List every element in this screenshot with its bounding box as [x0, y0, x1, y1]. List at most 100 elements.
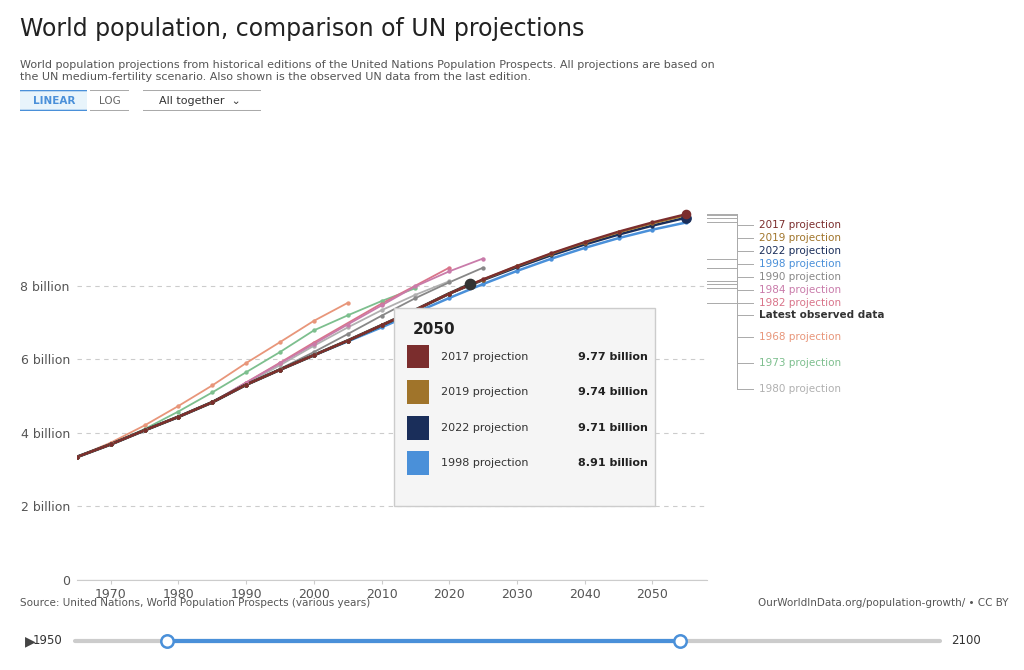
- Point: [271, 364, 288, 375]
- Text: World population projections from historical editions of the United Nations Popu: World population projections from histor…: [20, 60, 715, 70]
- Point: [204, 397, 220, 407]
- Point: [238, 379, 254, 389]
- FancyBboxPatch shape: [17, 90, 90, 111]
- Point: [271, 364, 288, 375]
- Point: [136, 425, 153, 436]
- Point: [408, 283, 424, 293]
- Point: [475, 275, 492, 285]
- Point: [305, 350, 322, 360]
- Point: [340, 335, 356, 346]
- Point: [238, 379, 254, 390]
- Point: [1, 472, 17, 483]
- Text: Source: United Nations, World Population Prospects (various years): Source: United Nations, World Population…: [20, 598, 371, 608]
- Point: [136, 425, 153, 436]
- Point: [238, 379, 254, 390]
- Point: [305, 350, 322, 360]
- Point: [305, 340, 322, 351]
- Point: [305, 325, 322, 336]
- Text: Our World: Our World: [922, 23, 984, 33]
- Point: [1, 472, 17, 483]
- Point: [35, 463, 51, 474]
- Text: 1982 projection: 1982 projection: [759, 297, 841, 308]
- Point: [678, 209, 694, 220]
- Point: [1, 472, 17, 483]
- Point: [644, 218, 660, 228]
- Point: [475, 274, 492, 285]
- Point: [136, 423, 153, 434]
- Point: [69, 452, 85, 462]
- Point: [441, 288, 458, 299]
- Point: [678, 209, 694, 220]
- Point: [102, 439, 119, 450]
- Point: [543, 249, 559, 259]
- Point: [1, 472, 17, 483]
- Point: [441, 288, 458, 299]
- Text: 2017 projection: 2017 projection: [759, 220, 841, 230]
- Point: [1, 472, 17, 483]
- Point: [374, 300, 390, 311]
- Point: [102, 439, 119, 450]
- Point: [305, 337, 322, 348]
- Point: [610, 227, 627, 238]
- Point: [271, 357, 288, 368]
- Point: [577, 239, 593, 250]
- Point: [374, 322, 390, 333]
- Point: [238, 358, 254, 369]
- Point: [678, 210, 694, 220]
- Point: [170, 406, 186, 417]
- Point: [340, 335, 356, 346]
- Point: [1, 472, 17, 483]
- Point: [374, 298, 390, 309]
- Point: [271, 346, 288, 357]
- Point: [69, 452, 85, 462]
- Point: [475, 274, 492, 285]
- Point: [408, 308, 424, 318]
- Point: [509, 261, 525, 271]
- Text: 1950: 1950: [33, 634, 62, 647]
- Point: [374, 320, 390, 331]
- FancyBboxPatch shape: [408, 381, 429, 404]
- Point: [102, 439, 119, 450]
- Point: [408, 293, 424, 304]
- Point: [374, 320, 390, 331]
- Point: [271, 360, 288, 371]
- Text: OurWorldInData.org/population-growth/ • CC BY: OurWorldInData.org/population-growth/ • …: [758, 598, 1009, 608]
- Point: [238, 379, 254, 390]
- Point: [441, 266, 458, 277]
- Point: [408, 305, 424, 316]
- Point: [170, 411, 186, 422]
- Point: [1, 472, 17, 483]
- Point: [159, 635, 175, 646]
- Point: [408, 305, 424, 316]
- Point: [305, 338, 322, 349]
- Point: [1, 472, 17, 483]
- Point: [374, 320, 390, 331]
- Point: [1, 472, 17, 483]
- Point: [69, 452, 85, 462]
- Point: [102, 439, 119, 450]
- Text: 2019 projection: 2019 projection: [759, 233, 841, 243]
- Text: in Data: in Data: [931, 41, 975, 51]
- Point: [340, 335, 356, 346]
- Point: [340, 310, 356, 321]
- Point: [543, 248, 559, 259]
- Point: [204, 397, 220, 407]
- Text: 2050: 2050: [413, 322, 455, 337]
- Point: [35, 463, 51, 474]
- Point: [238, 379, 254, 390]
- Point: [35, 463, 51, 474]
- FancyBboxPatch shape: [138, 90, 266, 111]
- Point: [340, 322, 356, 333]
- Point: [1, 472, 17, 483]
- Point: [170, 411, 186, 422]
- Point: [305, 350, 322, 360]
- Point: [610, 232, 627, 243]
- Text: 2019 projection: 2019 projection: [441, 387, 528, 397]
- Text: 2100: 2100: [951, 634, 981, 647]
- Text: 9.77 billion: 9.77 billion: [578, 352, 647, 362]
- Point: [441, 293, 458, 304]
- Point: [136, 425, 153, 436]
- Text: 1998 projection: 1998 projection: [441, 458, 528, 468]
- Point: [271, 358, 288, 369]
- Point: [102, 439, 119, 450]
